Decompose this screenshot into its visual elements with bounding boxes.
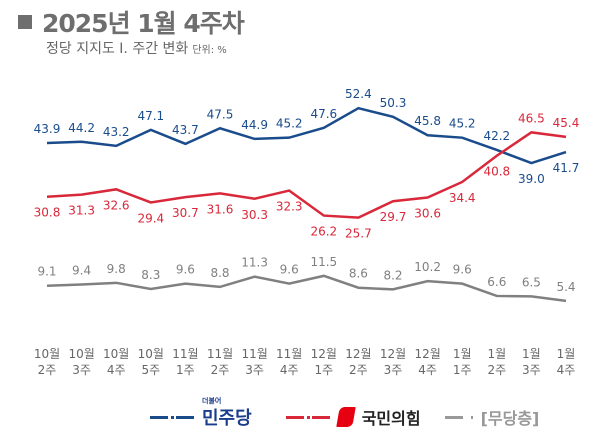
data-label: 30.8	[34, 206, 61, 220]
data-label: 39.0	[518, 172, 545, 186]
data-label: 52.4	[345, 87, 372, 101]
data-label: 6.6	[487, 275, 506, 289]
data-label: 9.4	[72, 263, 91, 277]
data-label: 50.3	[380, 96, 407, 110]
series-line-1	[46, 131, 567, 219]
x-tick-label: 11월 3주	[241, 347, 267, 377]
data-label: 47.5	[207, 107, 234, 121]
legend-line-red	[285, 414, 330, 420]
legend-none: [무당층]	[444, 405, 540, 429]
data-label: 30.6	[414, 207, 441, 221]
data-label: 9.6	[280, 263, 299, 277]
data-label: 32.3	[276, 200, 303, 214]
data-label: 43.7	[172, 123, 199, 137]
none-label: [무당층]	[480, 409, 540, 428]
series-line-0	[46, 106, 567, 165]
x-tick-label: 1월 1주	[453, 347, 472, 377]
chart-subtitle: 정당 지지도 Ⅰ. 주간 변화 단위: %	[46, 38, 227, 58]
data-label: 29.4	[137, 211, 164, 225]
x-tick-label: 11월 1주	[172, 347, 198, 377]
ppp-label: 국민의힘	[361, 409, 421, 428]
x-tick-label: 1월 3주	[522, 347, 541, 377]
x-tick-label: 11월 2주	[207, 347, 233, 377]
data-label: 32.6	[103, 198, 130, 212]
legend-ppp: 국민의힘	[285, 405, 421, 429]
x-tick-label: 10월 5주	[138, 347, 164, 377]
data-label: 26.2	[310, 225, 337, 239]
data-label: 44.9	[241, 118, 268, 132]
subtitle-text: 정당 지지도 Ⅰ. 주간 변화	[46, 41, 189, 57]
data-label: 9.1	[37, 265, 56, 279]
data-label: 31.6	[207, 202, 234, 216]
data-label: 45.2	[449, 117, 476, 131]
legend-minjoo: 더불어 민주당	[150, 397, 272, 430]
data-label: 6.5	[522, 275, 541, 289]
legend: 더불어 민주당 국민의힘 [무당층]	[150, 397, 553, 432]
data-label: 43.9	[34, 122, 61, 136]
x-tick-label: 1월 4주	[557, 347, 576, 377]
x-tick-label: 10월 2주	[34, 347, 60, 377]
unit-label: 단위: %	[192, 45, 227, 56]
data-label: 5.4	[556, 280, 575, 294]
x-tick-label: 12월 2주	[345, 347, 371, 377]
data-label: 47.1	[137, 109, 164, 123]
data-label: 40.8	[483, 165, 510, 179]
chart-title: 2025년 1월 4주차	[18, 4, 245, 40]
data-label: 46.5	[518, 111, 545, 125]
x-tick-label: 1월 2주	[487, 347, 506, 377]
ppp-logo-icon	[335, 407, 356, 427]
data-label: 43.2	[103, 125, 130, 139]
data-label: 41.7	[553, 161, 580, 175]
data-label: 30.7	[172, 206, 199, 220]
square-icon	[18, 15, 32, 29]
data-label: 11.5	[310, 255, 337, 269]
data-label: 31.3	[68, 204, 95, 218]
data-label: 34.4	[449, 191, 476, 205]
legend-line-gray	[444, 414, 473, 420]
data-label: 8.3	[141, 268, 160, 282]
data-label: 45.8	[414, 114, 441, 128]
data-label: 9.6	[453, 263, 472, 277]
x-tick-label: 12월 1주	[311, 347, 337, 377]
data-label: 42.2	[483, 129, 510, 143]
data-label: 25.7	[345, 227, 372, 241]
x-tick-label: 10월 3주	[68, 347, 94, 377]
data-label: 45.2	[276, 117, 303, 131]
x-tick-label: 12월 3주	[380, 347, 406, 377]
title-text: 2025년 1월 4주차	[42, 9, 245, 38]
data-label: 30.3	[241, 208, 268, 222]
legend-line-blue	[150, 414, 194, 420]
data-label: 44.2	[68, 121, 95, 135]
x-tick-label: 11월 4주	[276, 347, 302, 377]
x-tick-label: 10월 4주	[103, 347, 129, 377]
data-label: 8.6	[349, 267, 368, 281]
data-label: 9.8	[107, 262, 126, 276]
data-label: 29.7	[380, 210, 407, 224]
data-label: 8.2	[383, 268, 402, 282]
data-label: 8.8	[210, 266, 229, 280]
x-tick-label: 12월 4주	[414, 347, 440, 377]
data-label: 11.3	[241, 256, 268, 270]
series-line-2	[46, 274, 567, 303]
data-label: 10.2	[414, 260, 441, 274]
data-label: 47.6	[310, 107, 337, 121]
minjoo-logo: 더불어 민주당	[202, 397, 252, 429]
data-label: 45.4	[553, 116, 580, 130]
data-label: 9.6	[176, 263, 195, 277]
